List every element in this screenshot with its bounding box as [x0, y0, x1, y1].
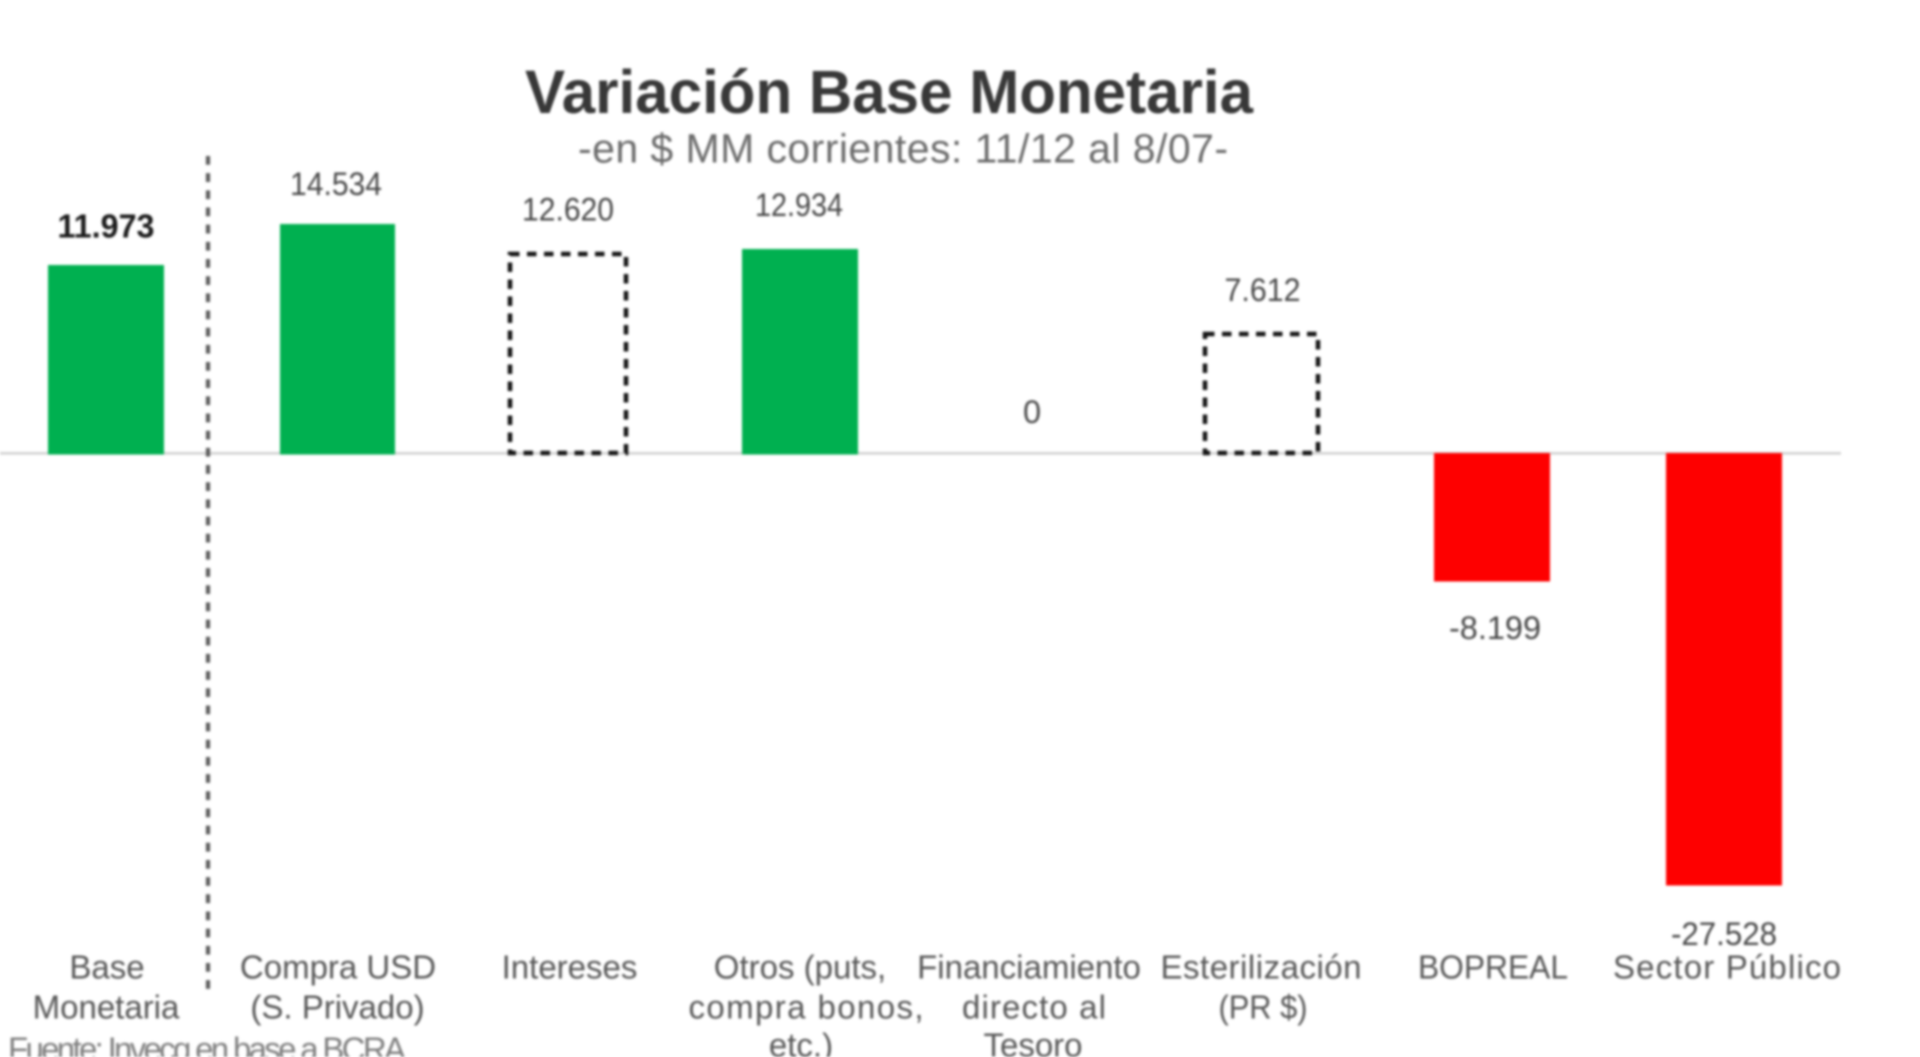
- svg-text:compra bonos,: compra bonos,: [689, 989, 924, 1026]
- svg-text:(PR $): (PR $): [1219, 989, 1308, 1026]
- svg-text:0: 0: [1023, 394, 1041, 430]
- svg-text:12.934: 12.934: [755, 187, 843, 223]
- svg-text:BOPREAL: BOPREAL: [1418, 949, 1568, 986]
- svg-text:Fuente: Invecq en base a BCRA: Fuente: Invecq en base a BCRA: [8, 1031, 406, 1057]
- svg-text:Compra USD: Compra USD: [240, 949, 436, 986]
- svg-text:-27.528: -27.528: [1671, 916, 1777, 952]
- svg-text:Esterilización: Esterilización: [1161, 949, 1362, 986]
- svg-text:7.612: 7.612: [1225, 272, 1301, 308]
- svg-text:-en $ MM corrientes: 11/12 al: -en $ MM corrientes: 11/12 al 8/07-: [578, 126, 1228, 172]
- svg-text:Variación Base Monetaria: Variación Base Monetaria: [525, 58, 1254, 126]
- svg-text:Base: Base: [69, 949, 144, 986]
- svg-text:12.620: 12.620: [522, 192, 614, 228]
- svg-text:directo al: directo al: [962, 989, 1106, 1026]
- svg-text:14.534: 14.534: [290, 166, 382, 202]
- svg-text:-8.199: -8.199: [1449, 610, 1541, 646]
- svg-text:etc.): etc.): [769, 1027, 833, 1057]
- svg-text:Financiamiento: Financiamiento: [917, 949, 1141, 986]
- svg-text:Otros (puts,: Otros (puts,: [714, 949, 886, 986]
- svg-text:Sector Público: Sector Público: [1613, 949, 1841, 986]
- svg-text:Intereses: Intereses: [502, 949, 638, 986]
- svg-text:11.973: 11.973: [58, 208, 155, 245]
- svg-text:Monetaria: Monetaria: [33, 989, 180, 1026]
- svg-text:Tesoro: Tesoro: [983, 1027, 1082, 1057]
- svg-text:(S. Privado): (S. Privado): [250, 989, 424, 1026]
